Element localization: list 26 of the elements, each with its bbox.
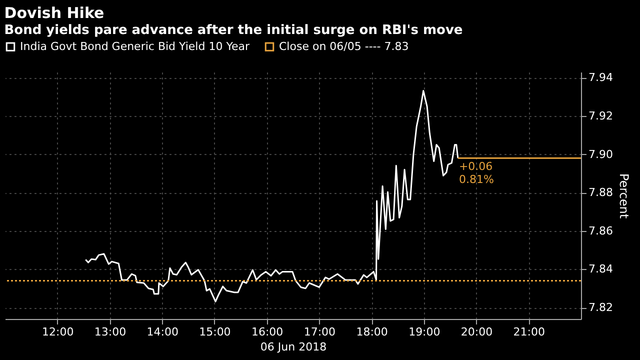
x-tick-label: 17:00 <box>304 326 336 338</box>
y-tick-label: 7.82 <box>588 301 613 314</box>
y-tick-label: 7.90 <box>588 148 613 161</box>
y-tick-label: 7.92 <box>588 110 613 123</box>
x-tick-label: 18:00 <box>356 326 388 338</box>
y-axis-title: Percent <box>616 173 631 219</box>
x-tick-label: 21:00 <box>513 326 545 338</box>
y-tick-label: 7.86 <box>588 224 613 238</box>
legend-label: India Govt Bond Generic Bid Yield 10 Year <box>20 40 250 53</box>
line-series <box>84 90 459 302</box>
x-tick-label: 16:00 <box>251 326 284 338</box>
x-tick-label: 13:00 <box>94 326 126 338</box>
y-tick-label: 7.88 <box>588 186 613 200</box>
x-tick-label: 15:00 <box>199 326 231 338</box>
chart-subtitle: Bond yields pare advance after the initial surge on RBI's move <box>4 23 463 38</box>
annotation: +0.06 <box>458 160 493 174</box>
x-tick-label: 19:00 <box>408 326 440 338</box>
x-tick-label: 14:00 <box>146 326 178 338</box>
x-axis-title: 06 Jun 2018 <box>260 340 327 354</box>
x-tick-label: 20:00 <box>460 326 493 338</box>
chart-title: Dovish Hike <box>4 4 104 22</box>
y-tick-label: 7.94 <box>588 71 613 84</box>
y-tick-label: 7.84 <box>588 262 613 276</box>
legend-label: Close on 06/05 ---- 7.83 <box>279 40 409 53</box>
x-tick-label: 12:00 <box>42 326 74 338</box>
annotation: 0.81% <box>458 173 494 186</box>
